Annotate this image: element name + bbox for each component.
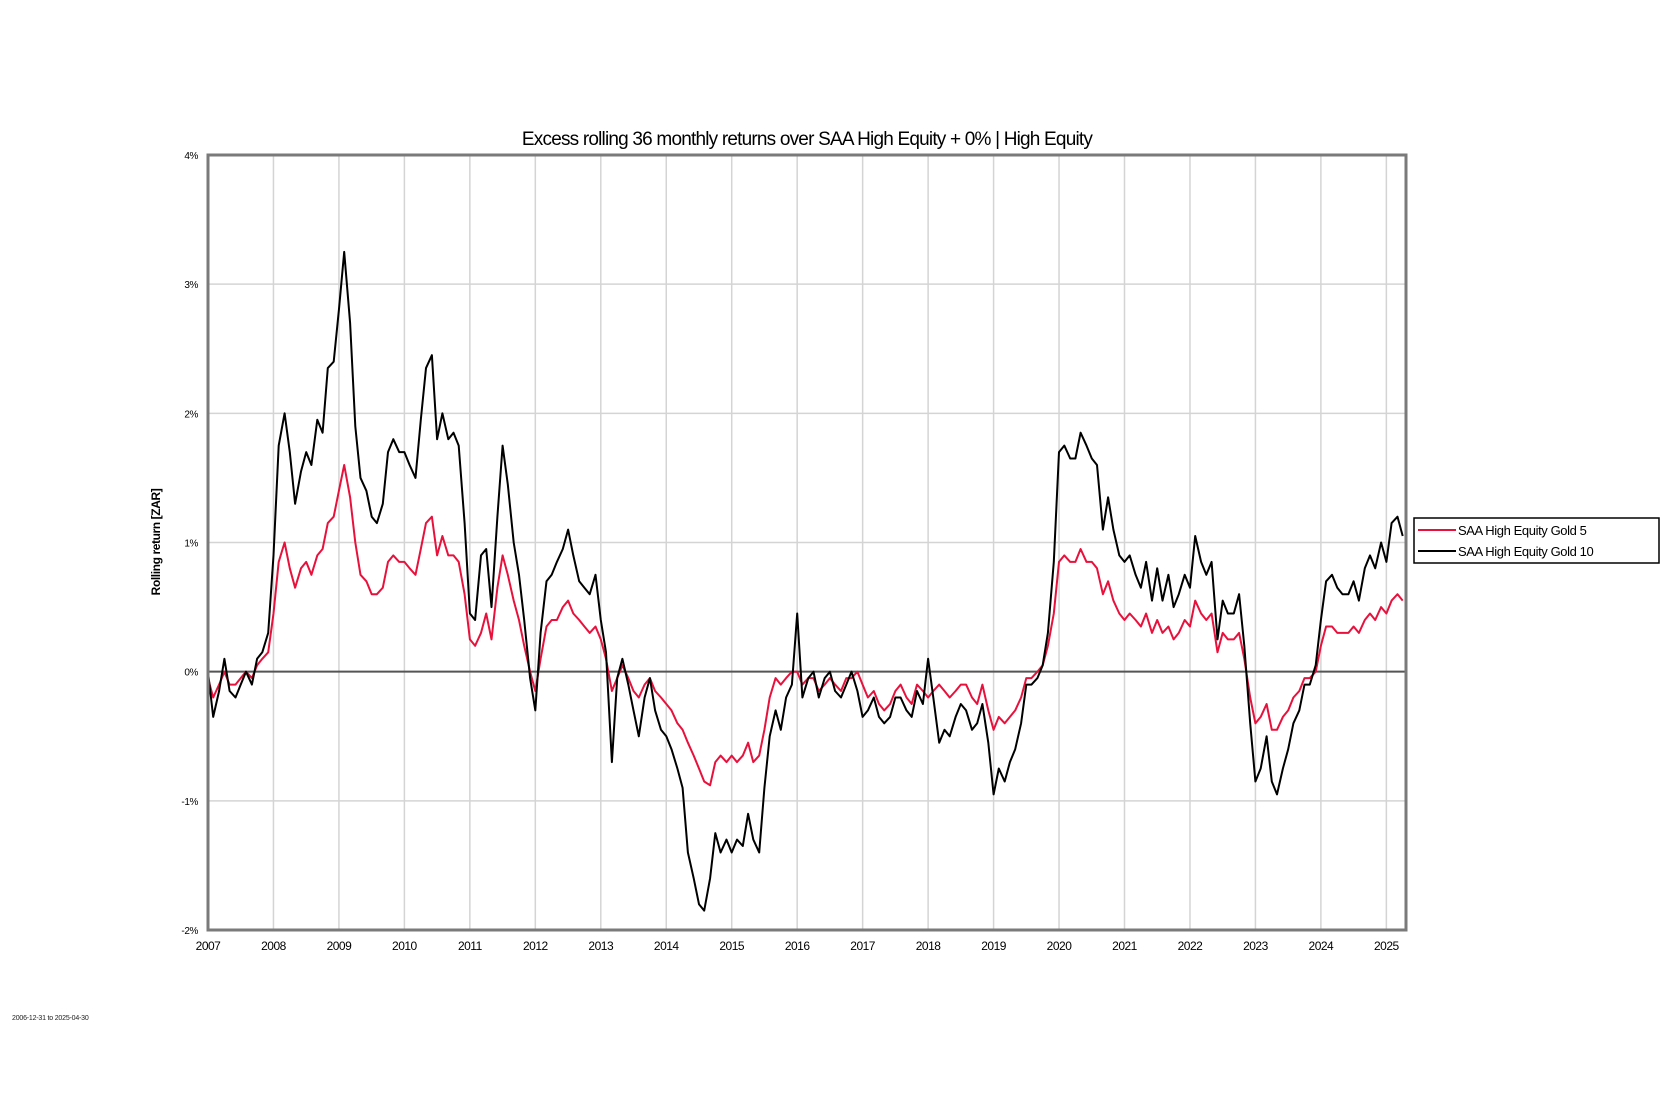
x-tick-label: 2015 (719, 939, 745, 953)
y-tick-label: 4% (184, 151, 198, 162)
x-tick-label: 2021 (1112, 939, 1138, 953)
x-tick-label: 2016 (785, 939, 811, 953)
y-tick-label: 1% (184, 539, 198, 550)
y-axis-label: Rolling return [ZAR] (149, 488, 163, 595)
y-tick-label: 3% (184, 280, 198, 291)
legend-box (1413, 517, 1660, 564)
x-tick-label: 2012 (523, 939, 549, 953)
series-lines (207, 250, 1404, 912)
x-tick-label: 2007 (196, 939, 222, 953)
legend-label-gold-5: SAA High Equity Gold 5 (1458, 523, 1587, 538)
chart-title: Excess rolling 36 monthly returns over S… (522, 129, 1093, 150)
series-line-gold-10 (207, 250, 1404, 912)
x-tick-label: 2025 (1374, 939, 1400, 953)
y-axis-ticks: -2% -1% 0% 1% 2% 3% 4% (181, 151, 198, 937)
grid (208, 154, 1406, 931)
x-axis-ticks: 2007 2008 2009 2010 2011 2012 2013 2014 2015 2016… (196, 939, 1400, 953)
x-tick-label: 2010 (392, 939, 418, 953)
legend-label-gold-10: SAA High Equity Gold 10 (1458, 544, 1594, 559)
y-tick-label: 0% (184, 668, 198, 679)
date-range-note: 2006-12-31 to 2025-04-30 (12, 1015, 89, 1022)
x-tick-label: 2019 (981, 939, 1007, 953)
x-tick-label: 2017 (850, 939, 876, 953)
plot-frame (206, 153, 1408, 932)
x-tick-label: 2024 (1309, 939, 1335, 953)
x-tick-label: 2018 (916, 939, 942, 953)
x-tick-label: 2011 (458, 939, 483, 953)
x-tick-label: 2022 (1178, 939, 1204, 953)
y-tick-label: 2% (184, 409, 198, 420)
legend: SAA High Equity Gold 5 SAA High Equity G… (1413, 517, 1660, 564)
x-tick-label: 2008 (261, 939, 287, 953)
y-tick-label: -1% (181, 797, 198, 808)
x-tick-label: 2009 (327, 939, 353, 953)
x-tick-label: 2013 (588, 939, 614, 953)
x-tick-label: 2023 (1243, 939, 1269, 953)
x-tick-label: 2020 (1047, 939, 1073, 953)
series-line-gold-5 (207, 464, 1404, 787)
y-tick-label: -2% (181, 926, 198, 937)
x-tick-label: 2014 (654, 939, 680, 953)
